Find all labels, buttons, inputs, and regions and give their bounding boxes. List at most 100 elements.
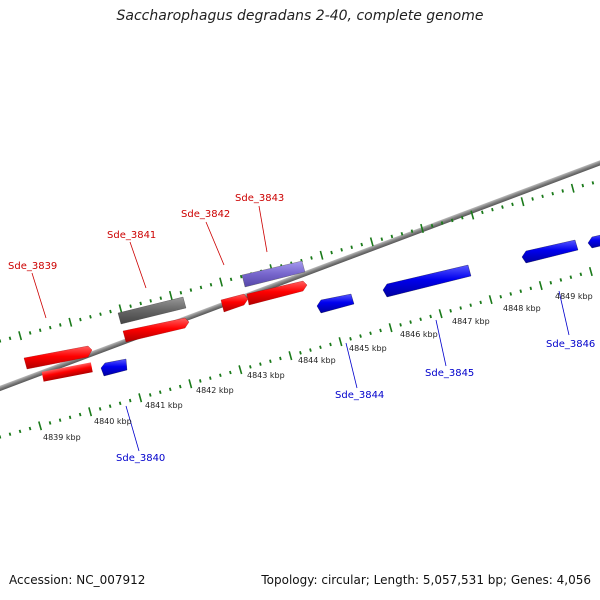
gene-sde-3844-arrow[interactable]: [316, 293, 355, 314]
major-tick: [438, 309, 443, 319]
minor-tick: [8, 432, 12, 436]
minor-tick: [360, 242, 364, 247]
minor-tick: [579, 272, 583, 277]
major-tick: [520, 197, 525, 207]
gene-sde-3845-arrow[interactable]: [382, 264, 472, 298]
major-tick: [570, 183, 575, 193]
minor-tick: [229, 370, 232, 375]
minor-tick: [529, 286, 533, 291]
gene-label-sde-3846: Sde_3846: [546, 339, 595, 350]
minor-tick: [58, 418, 62, 422]
minor-tick: [551, 191, 554, 196]
minor-tick: [350, 245, 353, 250]
minor-tick: [450, 218, 454, 223]
gene-label-sde-3844: Sde_3844: [335, 390, 384, 401]
leader-line-sde-3839: [31, 272, 47, 319]
minor-tick: [400, 232, 404, 236]
gene-sde-3843-purple-block[interactable]: [241, 260, 306, 288]
minor-tick: [369, 331, 372, 336]
gene-sde-3840-arrow[interactable]: [100, 358, 128, 377]
minor-tick: [329, 342, 332, 347]
minor-tick: [199, 379, 202, 383]
scale-label: 4844 kbp: [298, 356, 336, 365]
minor-tick: [79, 317, 82, 322]
minor-tick: [380, 237, 384, 241]
leader-line-sde-3843: [258, 205, 268, 253]
minor-tick: [499, 295, 503, 299]
minor-tick: [209, 282, 213, 287]
minor-tick: [179, 290, 183, 295]
gene-sde-3843-arrow[interactable]: [246, 280, 308, 306]
minor-tick: [501, 205, 504, 209]
gene-sde-3841-gray-block[interactable]: [117, 296, 187, 325]
minor-tick: [519, 289, 523, 293]
gene-feature-reverse-partial[interactable]: [587, 234, 600, 249]
gene-feature-forward[interactable]: [41, 362, 93, 382]
minor-tick: [59, 323, 62, 327]
minor-tick: [549, 280, 553, 285]
minor-tick: [48, 325, 52, 330]
minor-tick: [459, 306, 462, 310]
minor-tick: [509, 292, 513, 296]
minor-tick: [159, 296, 163, 300]
scale-label: 4841 kbp: [145, 401, 183, 410]
major-tick: [38, 421, 43, 431]
gene-sde-3841-arrow[interactable]: [122, 317, 190, 343]
minor-tick: [319, 345, 322, 350]
leader-line-sde-3844: [345, 342, 358, 389]
scale-label: 4842 kbp: [196, 386, 234, 395]
minor-tick: [559, 278, 563, 282]
minor-tick: [330, 250, 333, 255]
gene-label-sde-3841: Sde_3841: [107, 230, 156, 241]
minor-tick: [359, 334, 362, 338]
leader-line-sde-3840: [125, 405, 140, 452]
gene-sde-3846-arrow[interactable]: [521, 239, 579, 264]
major-tick: [338, 337, 343, 347]
minor-tick: [38, 328, 42, 333]
genome-summary-text: Topology: circular; Length: 5,057,531 bp…: [261, 573, 591, 587]
major-tick: [68, 317, 73, 327]
gene-label-sde-3843: Sde_3843: [235, 193, 284, 204]
minor-tick: [491, 207, 494, 212]
major-tick: [288, 351, 293, 361]
minor-tick: [219, 373, 222, 378]
gene-sde-3839-arrow[interactable]: [23, 345, 93, 370]
minor-tick: [419, 317, 422, 322]
scale-label: 4840 kbp: [94, 417, 132, 426]
major-tick: [420, 223, 424, 234]
minor-tick: [109, 309, 112, 314]
major-tick: [118, 304, 123, 314]
minor-tick: [460, 215, 464, 220]
minor-tick: [189, 288, 193, 292]
minor-tick: [479, 300, 482, 305]
map-title: Saccharophagus degradans 2-40, complete …: [116, 8, 484, 24]
minor-tick: [409, 320, 412, 324]
minor-tick: [18, 429, 22, 434]
minor-tick: [511, 202, 514, 207]
minor-tick: [449, 309, 452, 313]
minor-tick: [269, 359, 272, 364]
minor-tick: [481, 210, 484, 215]
accession-text: Accession: NC_007912: [9, 573, 146, 587]
gene-label-sde-3840: Sde_3840: [116, 453, 165, 464]
major-tick: [488, 295, 493, 305]
minor-tick: [591, 181, 595, 185]
minor-tick: [108, 404, 112, 408]
minor-tick: [89, 315, 92, 319]
scale-label: 4849 kbp: [555, 292, 593, 301]
minor-tick: [158, 390, 162, 394]
minor-tick: [99, 312, 102, 316]
minor-tick: [310, 256, 313, 260]
minor-tick: [168, 387, 172, 392]
minor-tick: [309, 348, 312, 352]
minor-tick: [390, 234, 394, 239]
minor-tick: [178, 384, 182, 389]
scale-label: 4839 kbp: [43, 433, 81, 442]
major-tick: [238, 365, 243, 375]
major-tick: [219, 277, 223, 287]
minor-tick: [239, 274, 243, 279]
leader-line-sde-3846: [558, 290, 570, 336]
gene-sde-3842-arrow[interactable]: [220, 293, 249, 313]
minor-tick: [399, 323, 402, 327]
